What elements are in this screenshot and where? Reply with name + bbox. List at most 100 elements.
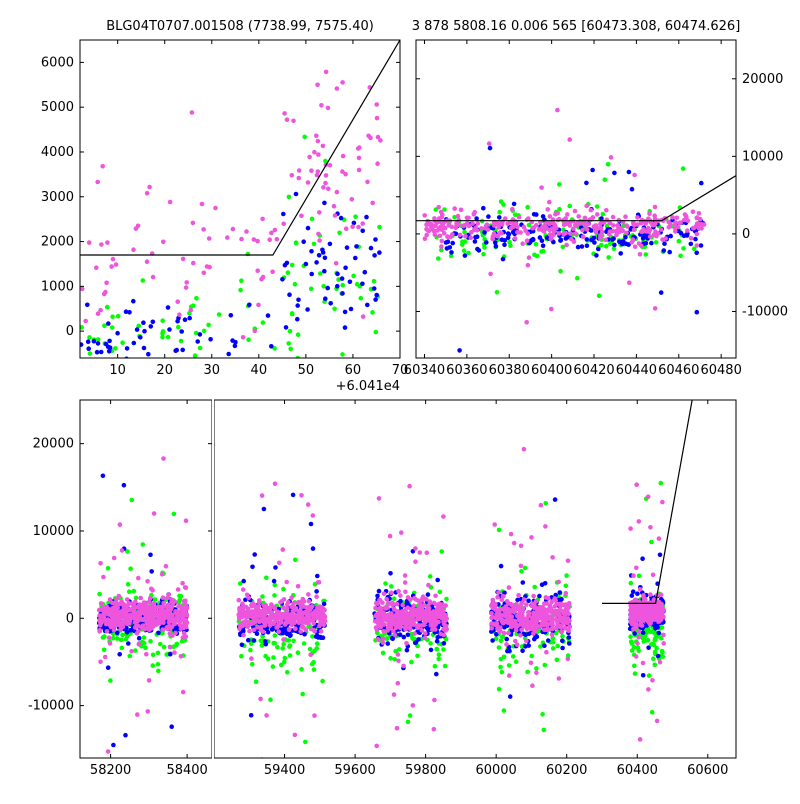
data-point-bottom-main-s2 (632, 605, 637, 611)
data-point-bottom-main-s2 (524, 602, 529, 607)
data-point-top-left-s0 (206, 322, 211, 328)
data-point-bottom-s2 (169, 624, 175, 629)
data-point-bottom-main-s2 (521, 446, 527, 452)
data-point-top-left-s1 (327, 241, 333, 247)
data-point-bottom-main-s1 (240, 627, 246, 632)
data-point-top-left-s0 (358, 295, 364, 301)
data-point-top-left-s2 (378, 138, 383, 143)
data-point-top-left-s2 (161, 239, 166, 245)
data-point-bottom-s2 (114, 617, 119, 623)
data-point-top-left-s2 (147, 184, 152, 190)
data-point-bottom-s1 (123, 732, 128, 738)
data-point-bottom-s2 (113, 600, 118, 605)
data-point-top-left-s1 (309, 271, 315, 277)
data-point-bottom-main-s2 (567, 624, 573, 629)
data-point-bottom-s0 (125, 582, 131, 587)
data-point-bottom-main-s2 (554, 626, 559, 631)
data-point-top-right-s2 (549, 306, 554, 312)
data-point-bottom-s2 (136, 623, 141, 629)
data-point-bottom-main-s1 (559, 597, 564, 602)
data-point-top-right-s2 (613, 228, 619, 234)
data-point-top-left-s0 (340, 352, 345, 357)
data-point-top-right-s0 (599, 242, 604, 248)
data-point-top-left-s2 (316, 231, 321, 237)
data-point-bottom-main-s2 (394, 725, 400, 731)
data-point-bottom-main-s2 (559, 629, 564, 635)
data-point-top-right-s2 (625, 224, 630, 229)
data-point-bottom-main-s0 (506, 663, 512, 668)
data-point-top-right-s2 (673, 229, 678, 234)
data-point-bottom-main-s2 (550, 626, 555, 632)
data-point-bottom-s2 (111, 628, 117, 633)
data-point-top-left-s0 (109, 325, 115, 330)
data-point-bottom-s2 (168, 615, 173, 620)
data-point-top-right-s0 (501, 202, 506, 207)
data-point-bottom-s2 (116, 593, 122, 599)
data-point-bottom-main-s2 (502, 608, 508, 614)
data-point-top-left-s1 (374, 292, 380, 298)
data-point-bottom-main-s2 (317, 623, 322, 629)
data-point-bottom-s1 (136, 635, 142, 641)
data-point-bottom-main-s0 (510, 654, 516, 659)
data-point-top-left-s2 (183, 285, 189, 290)
data-point-bottom-main-s2 (531, 593, 536, 599)
data-point-bottom-main-s2 (400, 609, 405, 614)
plot-area-top-right (416, 107, 736, 353)
data-point-top-left-s1 (115, 330, 120, 336)
data-point-bottom-main-s0 (652, 637, 658, 643)
data-point-top-right-s2 (471, 212, 477, 217)
x-tick-label-top-right: 60360 (446, 363, 487, 378)
data-point-bottom-main-s2 (637, 737, 643, 742)
data-point-bottom-main-s2 (630, 621, 635, 627)
data-point-bottom-main-s2 (658, 592, 664, 597)
data-point-bottom-main-s2 (431, 726, 437, 732)
data-point-top-right-s0 (526, 222, 532, 228)
data-point-bottom-main-s2 (392, 607, 397, 612)
data-point-top-left-s1 (283, 325, 289, 330)
data-point-top-right-s2 (442, 225, 448, 231)
data-point-top-left-s2 (334, 86, 340, 91)
data-point-top-left-s2 (239, 236, 244, 242)
data-point-top-right-s2 (639, 217, 645, 223)
data-point-top-left-s2 (95, 179, 100, 185)
data-point-bottom-main-s1 (505, 648, 510, 654)
data-point-top-left-s1 (314, 260, 319, 265)
y-tick-label-top-left: 5000 (41, 100, 74, 115)
data-point-bottom-main-s2 (274, 618, 280, 624)
data-point-top-right-s0 (596, 293, 602, 299)
data-point-bottom-main-s0 (301, 641, 307, 646)
data-point-top-right-s1 (623, 241, 629, 247)
data-point-bottom-main-s2 (392, 632, 398, 638)
data-point-top-left-s1 (123, 309, 129, 315)
data-point-top-left-s1 (265, 313, 271, 318)
data-point-top-right-s1 (698, 243, 704, 248)
data-point-top-left-s1 (131, 340, 137, 346)
data-point-bottom-s2 (106, 607, 112, 612)
data-point-bottom-main-s2 (653, 612, 658, 617)
data-point-top-left-s2 (131, 247, 136, 252)
data-point-top-left-s1 (360, 228, 366, 234)
data-point-bottom-main-s1 (655, 625, 660, 630)
data-point-top-right-s2 (635, 222, 640, 227)
data-point-top-right-s1 (529, 238, 534, 243)
data-point-bottom-main-s2 (262, 613, 267, 619)
data-point-bottom-main-s2 (639, 623, 645, 628)
data-point-bottom-main-s2 (556, 676, 562, 681)
data-point-top-right-s1 (492, 240, 498, 245)
data-point-top-right-s2 (474, 227, 480, 233)
data-point-bottom-main-s0 (253, 679, 259, 684)
data-point-top-right-s2 (441, 231, 447, 236)
data-point-top-right-s0 (558, 268, 563, 274)
data-point-bottom-main-s1 (246, 637, 251, 643)
data-point-top-left-s0 (197, 345, 203, 351)
data-point-bottom-main-s2 (269, 602, 274, 607)
data-point-bottom-s2 (107, 641, 113, 646)
data-point-top-right-s0 (678, 253, 683, 259)
data-point-bottom-main-s2 (240, 623, 245, 629)
data-point-bottom-s2 (107, 622, 112, 627)
data-point-bottom-main-s2 (396, 588, 401, 594)
data-point-bottom-s0 (150, 652, 156, 658)
data-point-bottom-main-s2 (305, 502, 311, 507)
data-point-bottom-main-s2 (241, 632, 246, 638)
data-point-bottom-main-s2 (660, 606, 666, 612)
